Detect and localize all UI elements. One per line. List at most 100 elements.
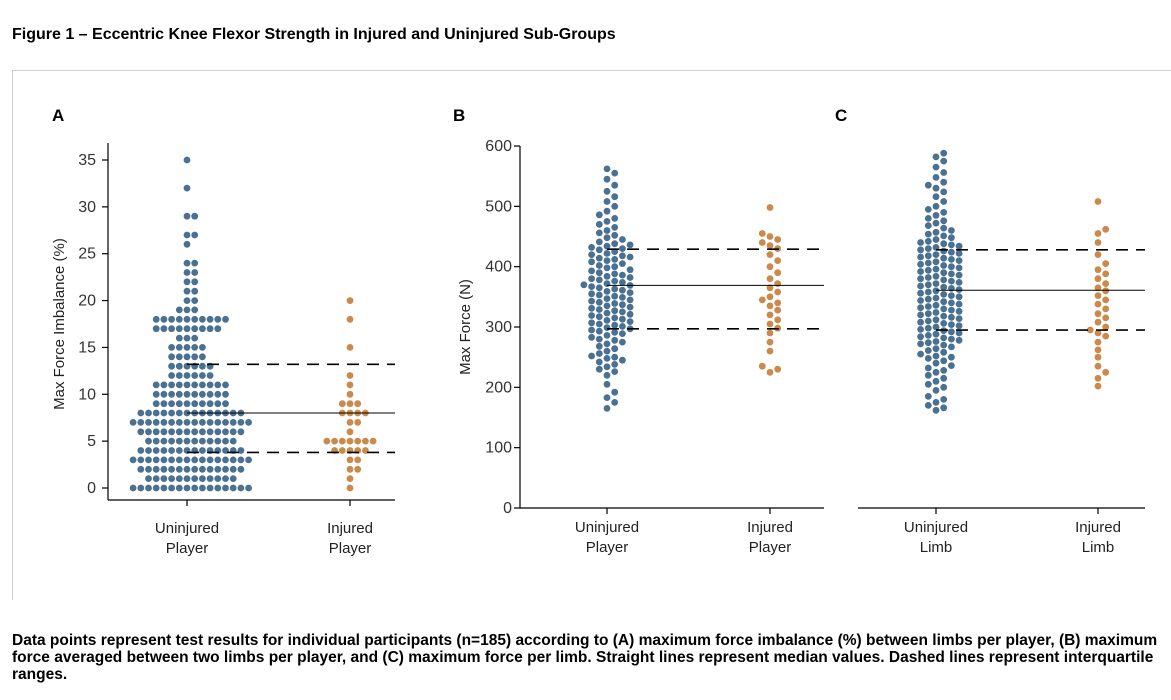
panel-a-point-uninjured [152, 475, 160, 482]
panel-b-point-uninjured [626, 274, 634, 281]
panel-c-point-uninjured [948, 248, 955, 256]
panel-b-point-uninjured [595, 246, 603, 254]
panel-c-point-uninjured [932, 174, 940, 181]
panel-a-point-uninjured [214, 381, 222, 389]
panel-a-point-uninjured [199, 419, 206, 426]
panel-a-point-injured [338, 400, 346, 408]
panel-b-point-injured [774, 288, 782, 296]
panel-a-point-uninjured [175, 390, 183, 398]
panel-c-point-injured [1102, 323, 1110, 331]
panel-c-point-uninjured [924, 339, 932, 347]
panel-a-point-uninjured [229, 484, 237, 492]
panel-c-point-injured [1094, 284, 1102, 292]
panel-b-point-uninjured [611, 399, 619, 406]
panel-a-point-uninjured [183, 156, 191, 164]
panel-b-point-uninjured [626, 303, 634, 311]
panel-b-point-uninjured [603, 187, 611, 195]
panel-b-point-uninjured [611, 329, 619, 336]
panel-a-point-uninjured [222, 400, 229, 408]
panel-a-y-axis-label: Max Force Imbalance (%) [51, 238, 68, 410]
panel-b-point-uninjured [611, 202, 619, 210]
panel-b-point-uninjured [588, 312, 595, 319]
panel-c-point-uninjured [932, 323, 940, 331]
panel-b-point-injured [774, 316, 782, 324]
panel-a-point-uninjured [145, 484, 152, 492]
panel-a-point-uninjured [199, 325, 206, 333]
panel-b-point-uninjured [619, 330, 626, 337]
panel-a-point-uninjured [206, 381, 214, 389]
panel-b-point-uninjured [619, 286, 626, 294]
panel-c-point-uninjured [955, 257, 963, 264]
panel-c-point-injured [1094, 310, 1102, 318]
panel-a-point-uninjured [175, 437, 183, 445]
panel-a-point-injured [346, 456, 354, 464]
panel-c-point-uninjured [932, 212, 940, 219]
panel-b-point-uninjured [603, 355, 611, 362]
panel-a-point-uninjured [183, 212, 191, 220]
panel-a-point-uninjured [175, 428, 183, 436]
panel-c-point-uninjured [932, 184, 940, 192]
panel-b-point-uninjured [595, 238, 603, 246]
panel-a-point-uninjured [191, 400, 199, 408]
panel-a-point-uninjured [206, 437, 214, 445]
panel-c-point-uninjured [940, 254, 948, 262]
panel-a-point-uninjured [214, 400, 222, 408]
panel-b-point-injured [766, 242, 774, 250]
panel-b-point-injured [766, 233, 774, 240]
panel-a-x-tick-label: Player [166, 540, 209, 557]
panel-c-point-uninjured [948, 241, 955, 249]
panel-b-point-uninjured [588, 275, 595, 283]
panel-a-point-uninjured [206, 390, 214, 398]
panel-a-point-uninjured [199, 372, 206, 379]
panel-c-point-uninjured [940, 298, 948, 306]
panel-c-x-tick-label: Injured [1075, 519, 1121, 536]
panel-b-point-uninjured [619, 245, 626, 253]
panel-c-point-uninjured [924, 281, 932, 289]
panel-b-point-uninjured [619, 279, 626, 286]
panel-a-point-uninjured [229, 465, 237, 473]
panel-c-point-uninjured [917, 260, 924, 268]
panel-a-point-uninjured [129, 456, 137, 464]
panel-c-point-injured [1094, 329, 1102, 337]
panel-a-point-uninjured [191, 372, 199, 379]
panel-a-label: A [52, 106, 64, 125]
panel-c-point-uninjured [917, 350, 924, 358]
panel-b-point-uninjured [611, 361, 619, 368]
panel-c-point-uninjured [932, 377, 940, 385]
panel-c-point-uninjured [924, 371, 932, 379]
panel-b-point-uninjured [611, 240, 619, 248]
panel-a-point-uninjured [160, 419, 168, 426]
panel-a-point-uninjured [183, 184, 191, 192]
panel-c-point-injured [1102, 280, 1110, 287]
panel-b-point-uninjured [603, 405, 611, 412]
panel-c-point-uninjured [940, 312, 948, 320]
panel-a-point-uninjured [229, 428, 237, 436]
panel-a-point-uninjured [160, 428, 168, 436]
panel-c-point-uninjured [940, 224, 948, 232]
panel-a-point-uninjured [222, 484, 229, 492]
panel-c-point-uninjured [917, 326, 924, 333]
panel-a-point-uninjured [214, 475, 222, 482]
panel-a-point-uninjured [168, 465, 176, 473]
panel-a-point-uninjured [152, 484, 160, 492]
panel-b-y-tick-label: 0 [503, 500, 512, 517]
panel-a-point-injured [346, 381, 354, 389]
panel-a-point-uninjured [168, 419, 176, 426]
panel-b-point-uninjured [603, 165, 611, 173]
panel-c-point-uninjured [955, 300, 963, 308]
panel-b-point-uninjured [588, 319, 595, 327]
panel-c-point-uninjured [917, 297, 924, 304]
panel-a-point-uninjured [214, 484, 222, 492]
panel-c-point-uninjured [948, 227, 955, 234]
panel-a-point-uninjured [222, 419, 229, 426]
panel-a-point-uninjured [137, 419, 145, 426]
panel-c-point-uninjured [932, 236, 940, 243]
panel-a-point-uninjured [160, 381, 168, 389]
panel-b-point-uninjured [619, 260, 626, 267]
panel-a-point-uninjured [175, 456, 183, 464]
panel-b-point-uninjured [595, 221, 603, 228]
panel-c-point-uninjured [940, 320, 948, 327]
panel-c-point-uninjured [940, 404, 948, 412]
panel-a-point-uninjured [175, 484, 183, 492]
panel-a-point-uninjured [199, 465, 206, 473]
